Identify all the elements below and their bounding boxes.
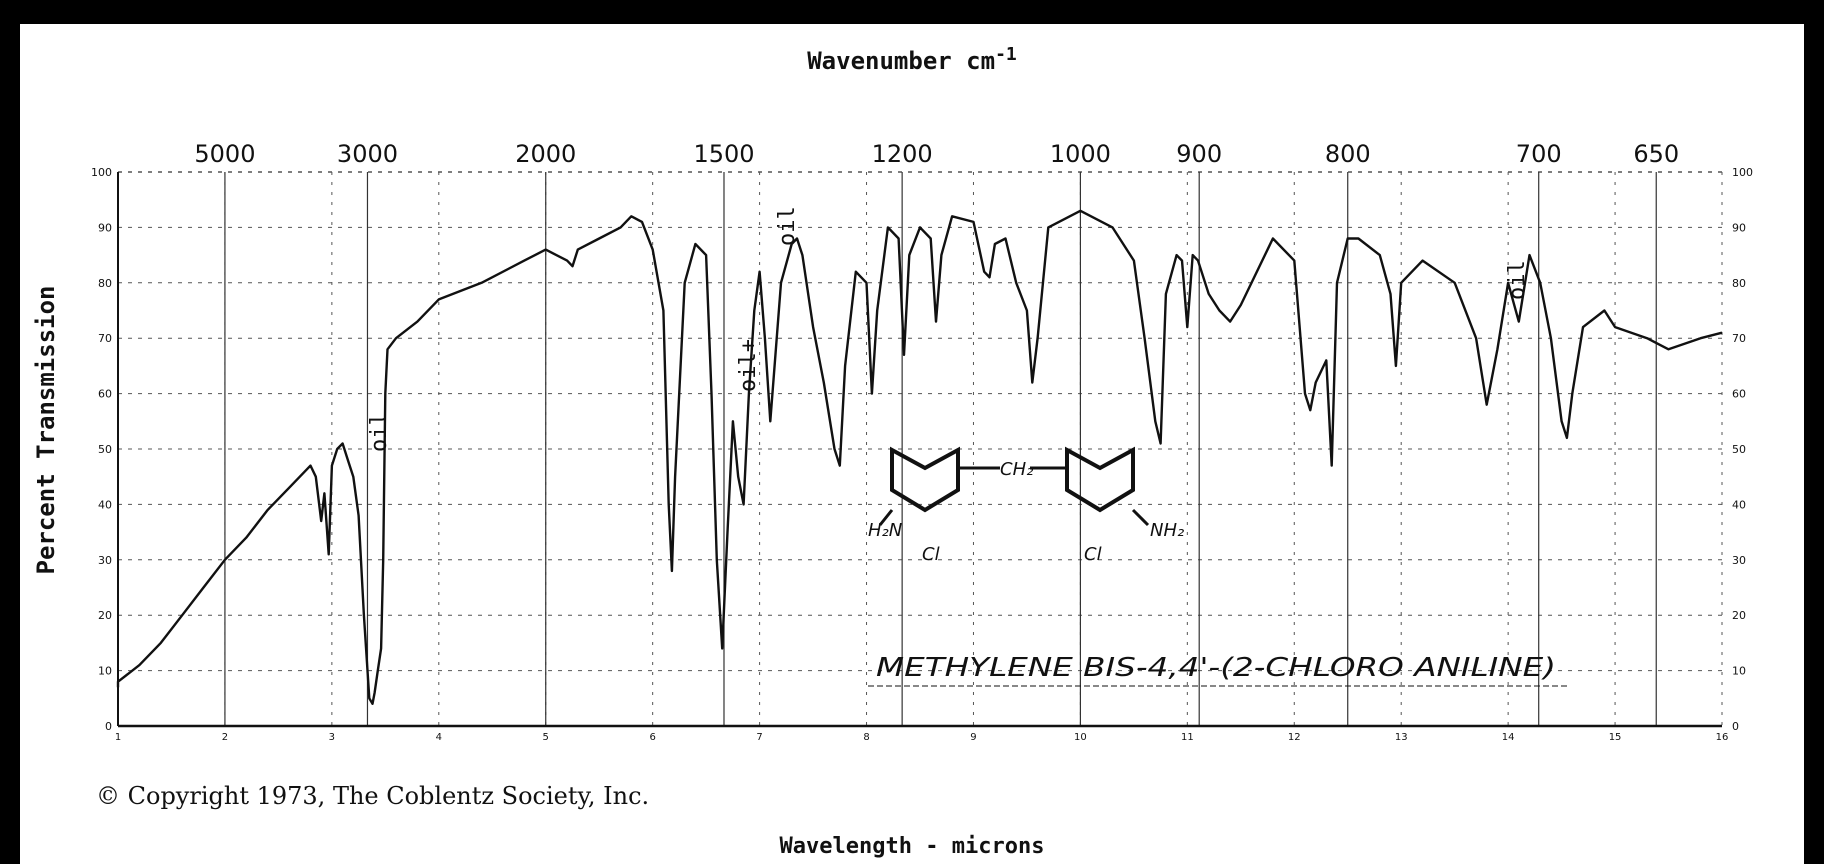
x-tick-label: 15 bbox=[1609, 732, 1622, 743]
x-tick-label: 12 bbox=[1288, 732, 1301, 743]
x-tick-label: 4 bbox=[436, 732, 442, 743]
structure-ch2-label: CH₂ bbox=[1000, 459, 1033, 480]
y-tick-label-right: 20 bbox=[1732, 609, 1746, 622]
x-tick-label: 7 bbox=[756, 732, 762, 743]
y-tick-label-right: 10 bbox=[1732, 665, 1746, 678]
y-tick-label: 70 bbox=[98, 332, 112, 345]
x-tick-label: 11 bbox=[1181, 732, 1194, 743]
y-tick-label-right: 0 bbox=[1732, 720, 1739, 733]
structure-cl-left: Cl bbox=[922, 544, 940, 565]
y-tick-label-right: 80 bbox=[1732, 277, 1746, 290]
wavenumber-tick-label: 650 bbox=[1633, 140, 1679, 168]
x-tick-label: 14 bbox=[1502, 732, 1515, 743]
x-tick-label: 8 bbox=[863, 732, 869, 743]
left-black-border bbox=[0, 0, 20, 864]
oil-annotation-3: oil bbox=[775, 206, 800, 246]
x-tick-labels: 1 2 3 4 5 6 7 8 9 10 11 12 13 14 15 16 bbox=[115, 732, 1729, 743]
y-tick-label-right: 30 bbox=[1732, 554, 1746, 567]
y-tick-label: 60 bbox=[98, 388, 112, 401]
y-tick-label: 80 bbox=[98, 277, 112, 290]
y-tick-label: 50 bbox=[98, 443, 112, 456]
top-black-border bbox=[0, 0, 1824, 24]
x-tick-label: 9 bbox=[970, 732, 976, 743]
right-black-border bbox=[1804, 0, 1824, 864]
y-tick-label-right: 50 bbox=[1732, 443, 1746, 456]
y-tick-label-right: 100 bbox=[1732, 166, 1753, 179]
wavenumber-tick-label: 2000 bbox=[515, 140, 576, 168]
y-tick-label-right: 40 bbox=[1732, 498, 1746, 511]
y-tick-label: 0 bbox=[105, 720, 112, 733]
x-tick-label: 6 bbox=[649, 732, 655, 743]
compound-name: METHYLENE BIS-4,4'-(2-CHLORO ANILINE) bbox=[876, 653, 1556, 683]
chemical-structure bbox=[878, 446, 1150, 527]
x-tick-label: 2 bbox=[222, 732, 228, 743]
x-tick-label: 13 bbox=[1395, 732, 1408, 743]
oil-annotation-1: oil bbox=[367, 412, 392, 452]
structure-left-amine: H₂N bbox=[868, 520, 902, 541]
structure-right-amine: NH₂ bbox=[1150, 520, 1184, 541]
structure-cl-right: Cl bbox=[1084, 544, 1102, 565]
wavenumber-tick-label: 700 bbox=[1516, 140, 1562, 168]
y-tick-label-right: 90 bbox=[1732, 221, 1746, 234]
y-tick-label: 100 bbox=[91, 166, 112, 179]
wavenumber-tick-label: 1200 bbox=[872, 140, 933, 168]
y-tick-label: 40 bbox=[98, 498, 112, 511]
x-tick-label: 1 bbox=[115, 732, 121, 743]
wavenumber-axis-title: Wavenumber cm-1 bbox=[807, 44, 1017, 75]
wavenumber-tick-labels: 5000 3000 2000 1500 1200 1000 900 800 700 650 bbox=[194, 140, 1679, 168]
y-tick-label: 20 bbox=[98, 609, 112, 622]
copyright-notice: © Copyright 1973, The Coblentz Society, … bbox=[96, 782, 650, 810]
wavenumber-tick-label: 800 bbox=[1325, 140, 1371, 168]
y-tick-label-right: 60 bbox=[1732, 388, 1746, 401]
oil-annotation-4: oil bbox=[1505, 260, 1530, 300]
wavenumber-tick-label: 3000 bbox=[337, 140, 398, 168]
oil-annotation-2: oil+ bbox=[736, 339, 761, 392]
wavenumber-tick-label: 1000 bbox=[1050, 140, 1111, 168]
y-tick-label: 90 bbox=[98, 221, 112, 234]
spectrum-line bbox=[116, 209, 1723, 705]
wavenumber-tick-label: 1500 bbox=[693, 140, 754, 168]
x-axis-label: Wavelength - microns bbox=[779, 834, 1045, 859]
grid bbox=[117, 171, 1723, 728]
x-tick-label: 3 bbox=[329, 732, 335, 743]
y-tick-labels-right: 0 10 20 30 40 50 60 70 80 90 100 bbox=[1732, 166, 1753, 733]
x-tick-label: 5 bbox=[543, 732, 549, 743]
wavenumber-tick-label: 5000 bbox=[194, 140, 255, 168]
y-tick-labels: 0 10 20 30 40 50 60 70 80 90 100 bbox=[91, 166, 112, 733]
x-tick-label: 10 bbox=[1074, 732, 1087, 743]
y-tick-label-right: 70 bbox=[1732, 332, 1746, 345]
x-tick-label: 16 bbox=[1716, 732, 1729, 743]
y-tick-label: 30 bbox=[98, 554, 112, 567]
wavenumber-tick-label: 900 bbox=[1176, 140, 1222, 168]
y-tick-label: 10 bbox=[98, 665, 112, 678]
